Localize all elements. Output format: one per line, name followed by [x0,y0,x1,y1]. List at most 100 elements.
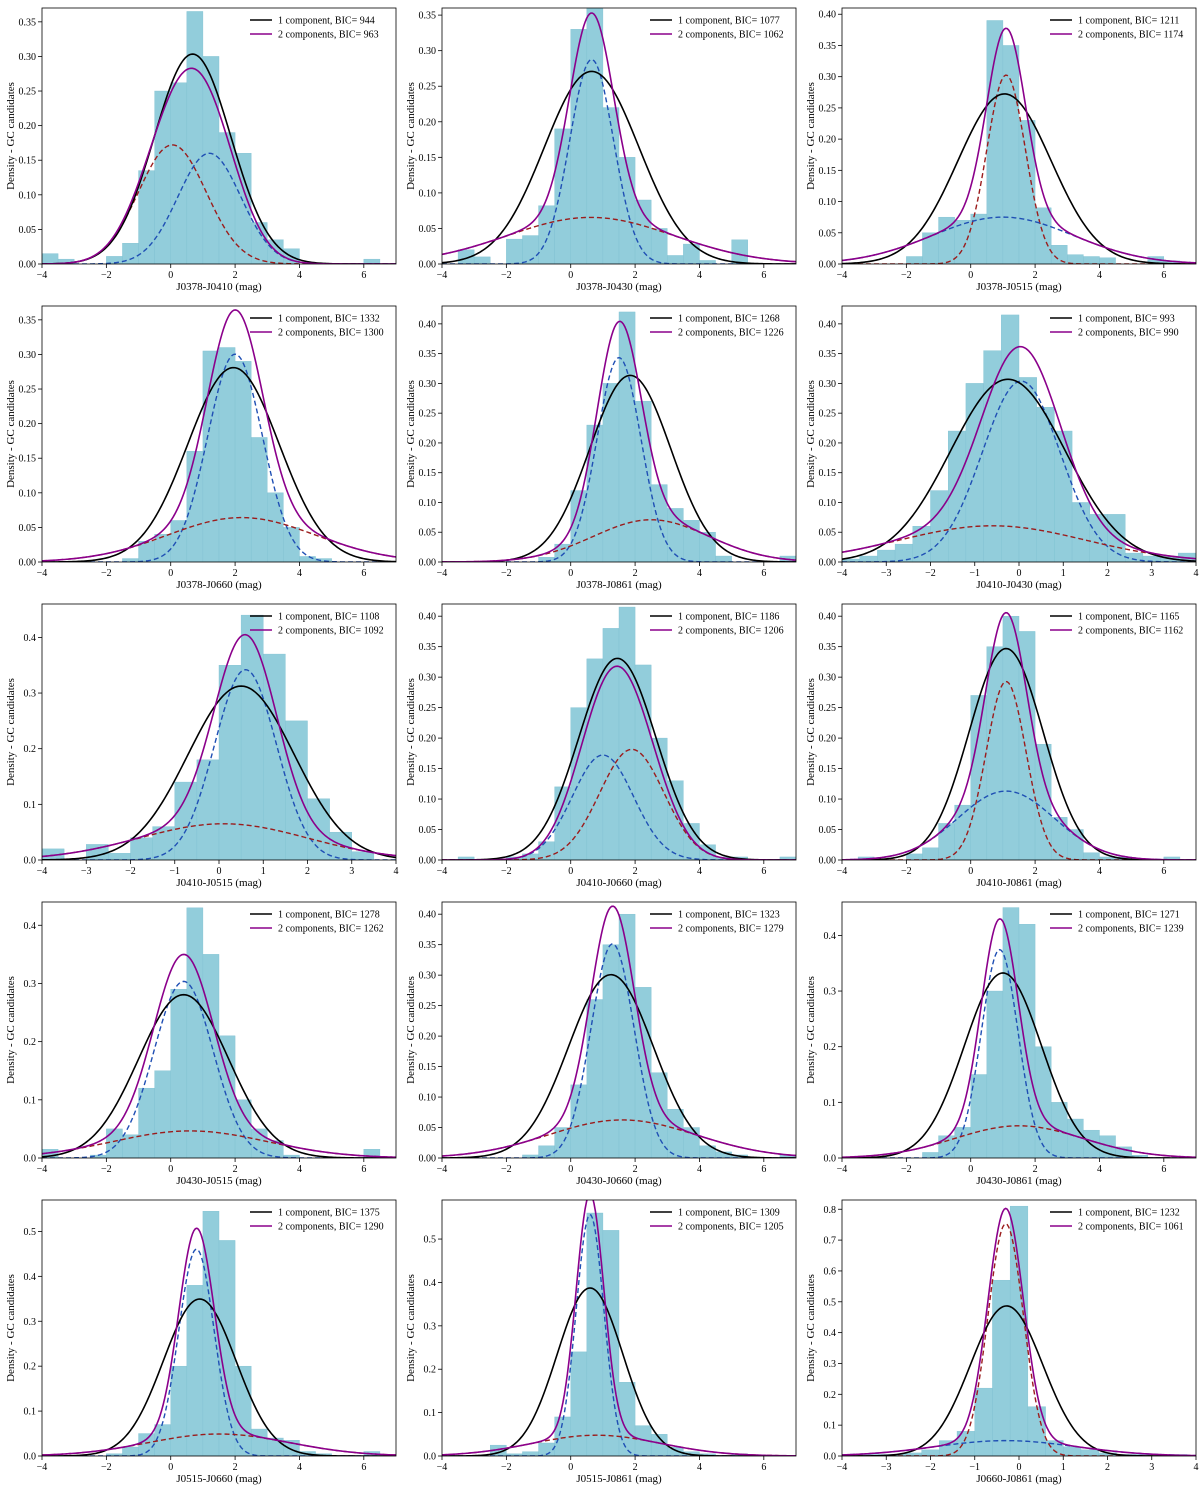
x-tick-label: 4 [1097,270,1102,281]
y-tick-label: 0.25 [419,1001,437,1012]
histogram-bar [1080,1449,1099,1456]
y-axis-label: Density - GC candidates [405,976,417,1084]
chart-panel: −4 −2 0 2 4 6 0.00 0.05 0.10 0.15 0.20 0.25 0.30 0.35… [400,0,800,298]
x-tick-label: −2 [925,568,936,579]
x-tick-label: −2 [901,866,912,877]
x-axis-label: J0410-J0861 (mag) [976,877,1062,889]
plot-frame [441,305,797,563]
component-red-curve [842,525,1196,560]
x-tick-label: 4 [1097,866,1102,877]
chart-panel: −4 −3 −2 −1 0 1 2 3 4 0.00 0.05 0.10 0.15 0.20 0.25 0.3… [800,298,1200,596]
legend: 1 component, BIC= 1268 2 components, BIC=… [650,314,784,339]
x-tick-label: −3 [881,568,892,579]
x-tick-label: −4 [437,568,448,579]
y-axis-label: Density - GC candidates [405,1274,417,1382]
legend: 1 component, BIC= 1271 2 components, BIC=… [1050,910,1184,935]
chart-panel: −4 −2 0 2 4 6 0.00 0.05 0.10 0.15 0.20 0.25 0.30 0.35… [400,894,800,1192]
histogram-bar [1054,430,1073,562]
x-tick-label: 3 [1149,568,1154,579]
x-axis-label: J0378-J0660 (mag) [176,579,262,591]
legend-two-components-label: 2 components, BIC= 1226 [678,328,784,339]
plot-area [442,311,796,562]
component-blue-curve [42,668,396,860]
legend: 1 component, BIC= 1323 2 components, BIC=… [650,910,784,935]
x-tick-label: −2 [125,866,136,877]
legend-two-components-label: 2 components, BIC= 1290 [278,1222,384,1233]
plot-area [842,20,1196,264]
y-tick-label: 0.2 [424,1365,437,1376]
x-tick-label: −4 [837,1164,848,1175]
y-tick-label: 0.30 [819,72,837,83]
y-axis-label: Density - GC candidates [5,1274,17,1382]
plot-area [42,907,396,1158]
y-tick-label: 0.35 [819,41,837,52]
histogram-bar [267,1140,284,1158]
y-axis-label: Density - GC candidates [405,380,417,488]
plot-frame [41,7,397,265]
histogram-bar [1018,377,1037,562]
y-tick-label: 0.00 [419,1154,437,1165]
chart-panel: −4 −2 0 2 4 6 0.00 0.05 0.10 0.15 0.20 0.25 0.30 0.35… [400,596,800,894]
y-tick-label: 0.30 [419,379,437,390]
component-red-curve [42,144,396,264]
legend-one-component-label: 1 component, BIC= 1165 [1078,612,1179,623]
x-tick-label: 6 [361,1164,366,1175]
y-tick-label: 0.00 [819,260,837,271]
x-tick-label: 0 [568,1164,573,1175]
y-tick-label: 0.35 [419,940,437,951]
histogram-bar [202,954,220,1158]
x-tick-label: 2 [633,568,638,579]
x-axis-label: J0410-J0515 (mag) [176,877,262,889]
x-tick-label: 6 [361,270,366,281]
two-components-curve [842,27,1196,264]
y-axis-label: Density - GC candidates [405,82,417,190]
chart-svg: −4 −2 0 2 4 6 0.00 0.05 0.10 0.15 0.20 0.25 0.30 0.35… [805,7,1197,293]
two-components-curve [442,1200,796,1456]
legend-one-component-label: 1 component, BIC= 1077 [678,16,780,27]
x-tick-label: 1 [261,866,266,877]
legend: 1 component, BIC= 944 2 components, BIC= … [250,16,379,41]
y-axis-label: Density - GC candidates [5,678,17,786]
histogram-bar [715,555,732,562]
x-tick-label: 2 [233,568,238,579]
x-tick-label: 0 [968,270,973,281]
one-component-curve [442,973,796,1158]
plot-frame [41,901,397,1159]
y-tick-label: 0.4 [24,633,37,644]
x-tick-label: 0 [1017,568,1022,579]
histogram-bar [1050,245,1068,264]
histogram-bar [570,29,588,264]
y-tick-label: 0.20 [419,117,437,128]
x-tick-label: 0 [168,1462,173,1473]
y-tick-label: 0.40 [819,612,837,623]
histogram-bar [602,107,620,264]
x-axis-label: J0410-J0660 (mag) [576,877,662,889]
y-tick-label: 0.15 [819,468,837,479]
y-tick-label: 0.20 [819,734,837,745]
plot-area [842,611,1196,860]
legend: 1 component, BIC= 1186 2 components, BIC=… [650,612,784,637]
y-tick-label: 0.3 [24,689,37,700]
y-tick-label: 0.20 [819,438,837,449]
x-tick-label: 2 [233,1164,238,1175]
x-tick-label: 0 [968,1164,973,1175]
histogram-bar [283,1154,300,1158]
histogram-bar [1099,257,1116,264]
histogram-bar [250,1428,268,1456]
histogram-bar [570,707,588,860]
one-component-curve [42,685,396,860]
histogram-bar [283,527,300,562]
histogram-bar [170,82,188,264]
y-tick-label: 0.25 [419,703,437,714]
x-axis-label: J0378-J0410 (mag) [176,281,262,293]
x-tick-label: −2 [925,1462,936,1473]
histogram-bar [1018,120,1036,264]
chart-panel: −4 −2 0 2 4 6 0.0 0.1 0.2 0.3 0.4 0.5 J0515-J0660 (m… [0,1192,400,1490]
x-tick-label: −4 [37,568,48,579]
histogram-bar [263,653,286,860]
histogram-bar [250,437,268,562]
y-tick-label: 0.10 [19,488,37,499]
y-tick-label: 0.15 [19,454,37,465]
y-tick-label: 0.7 [824,1236,837,1247]
histogram-bar [174,781,198,860]
